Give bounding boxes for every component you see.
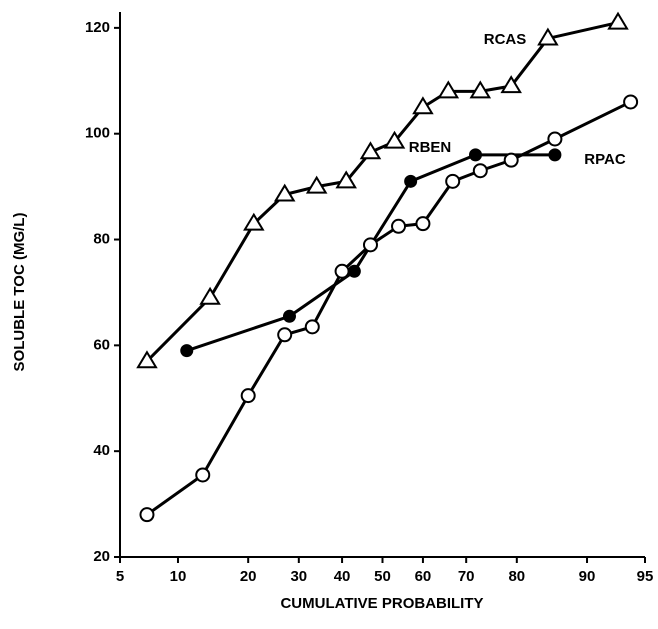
x-tick-label: 90 [579, 568, 596, 585]
y-tick-label: 80 [93, 230, 110, 247]
marker [359, 141, 382, 160]
marker [500, 75, 522, 94]
marker [607, 11, 629, 30]
marker [199, 286, 221, 305]
x-axis-label: CUMULATIVE PROBABILITY [280, 595, 483, 612]
marker [136, 350, 158, 369]
series-label: RPAC [584, 151, 626, 168]
x-tick-label: 95 [637, 568, 654, 585]
marker [412, 96, 434, 115]
y-tick-label: 60 [93, 336, 110, 353]
marker [437, 80, 460, 99]
x-tick-label: 30 [290, 568, 307, 585]
marker [139, 507, 155, 523]
marker [362, 237, 378, 253]
marker [305, 175, 328, 194]
marker [195, 467, 211, 483]
series-label: RCAS [484, 31, 527, 48]
marker [537, 27, 559, 46]
marker [277, 327, 293, 343]
series-line [145, 21, 619, 363]
marker [243, 212, 265, 231]
y-tick-label: 100 [85, 125, 110, 142]
y-tick-label: 20 [93, 548, 110, 565]
x-tick-label: 70 [458, 568, 475, 585]
marker [335, 170, 357, 189]
x-tick-label: 20 [240, 568, 257, 585]
x-tick-label: 80 [508, 568, 525, 585]
marker [548, 148, 562, 162]
marker [469, 148, 483, 162]
marker [180, 344, 194, 358]
marker [415, 216, 431, 232]
series-line [186, 153, 555, 353]
series-label: RBEN [409, 139, 452, 156]
x-tick-label: 50 [374, 568, 391, 585]
marker [503, 152, 519, 168]
marker [282, 309, 296, 323]
marker [383, 130, 406, 149]
marker [347, 264, 361, 278]
series-line [146, 100, 632, 516]
marker [404, 174, 418, 188]
x-tick-label: 60 [415, 568, 432, 585]
marker [547, 131, 563, 147]
marker [472, 163, 488, 179]
y-tick-label: 120 [85, 19, 110, 36]
marker [391, 218, 407, 234]
y-tick-label: 40 [93, 442, 110, 459]
marker [445, 173, 461, 189]
marker [240, 388, 256, 404]
marker [304, 319, 320, 335]
x-tick-label: 40 [334, 568, 351, 585]
marker [273, 183, 296, 202]
x-tick-label: 10 [170, 568, 187, 585]
marker [469, 80, 492, 99]
x-tick-label: 5 [116, 568, 124, 585]
y-axis-label: SOLUBLE TOC (MG/L) [11, 213, 28, 372]
marker [334, 263, 350, 279]
marker [623, 94, 639, 110]
